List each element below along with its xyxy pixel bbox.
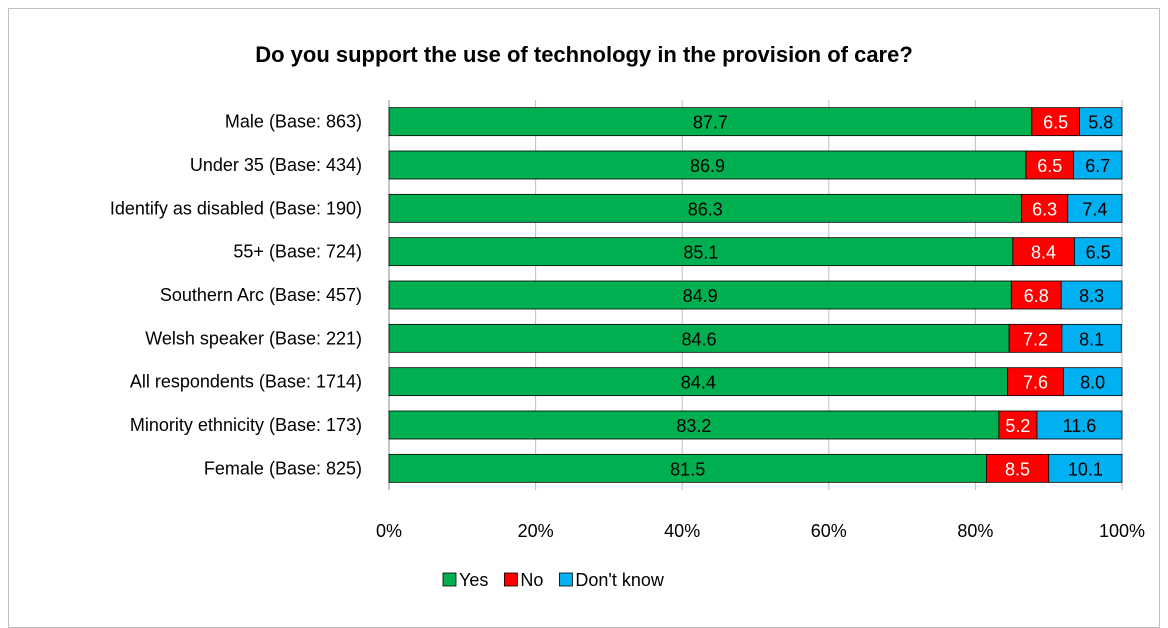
data-label: 8.1: [1079, 329, 1104, 349]
bar-segment-no: [1025, 150, 1075, 180]
data-label: 84.9: [683, 286, 718, 306]
data-label: 87.7: [693, 113, 728, 133]
data-label: 7.4: [1082, 199, 1107, 219]
data-label: 8.0: [1080, 373, 1105, 393]
legend-swatch: [558, 572, 573, 587]
bar-segment-no: [1007, 367, 1064, 397]
bar-segment-don-t-know: [1060, 280, 1123, 310]
legend: Yes No Don't know: [442, 570, 665, 590]
data-label: 10.1: [1068, 459, 1103, 479]
bar-segment-don-t-know: [1067, 193, 1123, 223]
category-label: Southern Arc (Base: 457): [160, 285, 362, 305]
data-label: 11.6: [1063, 416, 1097, 436]
bar-segment-no: [998, 410, 1038, 440]
legend-label: Don't know: [575, 570, 664, 590]
x-tick-label: 80%: [957, 521, 993, 541]
bar-segment-don-t-know: [1048, 453, 1123, 483]
data-label: 6.5: [1037, 156, 1062, 176]
category-label: Identify as disabled (Base: 190): [110, 198, 362, 218]
data-label: 7.2: [1023, 329, 1048, 349]
x-axis-ticks: 0% 20% 40% 60% 80% 100%: [376, 521, 1145, 541]
x-tick-label: 60%: [811, 521, 847, 541]
data-label: 5.2: [1005, 416, 1030, 436]
data-label: 86.9: [690, 156, 725, 176]
bar-segment-yes: [388, 453, 987, 483]
bar-segment-yes: [388, 410, 1000, 440]
data-label: 8.4: [1031, 243, 1056, 263]
data-label: 85.1: [683, 243, 718, 263]
category-label: 55+ (Base: 724): [233, 242, 362, 262]
bar-segment-yes: [388, 280, 1012, 310]
bars: 87.7 6.5 5.8 86.9 6.5 6.7 86.3 6.3 7.4 85.1 8.4 6.5…: [388, 107, 1123, 483]
data-label: 6.8: [1024, 286, 1049, 306]
bar-segment-no: [1012, 237, 1075, 267]
data-label: 6.5: [1043, 113, 1068, 133]
data-label: 86.3: [688, 199, 723, 219]
category-label: Male (Base: 863): [225, 112, 362, 132]
bar-segment-don-t-know: [1062, 367, 1123, 397]
bar-segment-no: [1010, 280, 1062, 310]
bar-segment-yes: [388, 367, 1009, 397]
bar-segment-don-t-know: [1036, 410, 1123, 440]
category-label: Welsh speaker (Base: 221): [145, 328, 362, 348]
bar-segment-yes: [388, 323, 1010, 353]
data-label: 6.5: [1086, 243, 1111, 263]
data-label: 6.7: [1085, 156, 1110, 176]
legend-swatch: [503, 572, 518, 587]
x-tick-label: 0%: [376, 521, 402, 541]
category-label: All respondents (Base: 1714): [130, 372, 362, 392]
x-tick-label: 40%: [664, 521, 700, 541]
bar-segment-no: [1021, 193, 1069, 223]
category-labels: Male (Base: 863) Under 35 (Base: 434) Iden…: [110, 112, 362, 479]
data-label: 84.6: [682, 329, 717, 349]
category-label: Female (Base: 825): [204, 458, 362, 478]
data-label: 8.3: [1079, 286, 1104, 306]
bar-segment-no: [1031, 107, 1080, 137]
bar-segment-don-t-know: [1079, 107, 1123, 137]
x-tick-label: 20%: [518, 521, 554, 541]
x-tick-label: 100%: [1099, 521, 1145, 541]
legend-label: No: [520, 570, 543, 590]
data-label: 81.5: [670, 459, 705, 479]
data-label: 84.4: [681, 373, 716, 393]
legend-swatch: [442, 572, 457, 587]
bar-segment-yes: [388, 193, 1022, 223]
data-label: 7.6: [1023, 373, 1048, 393]
bar-segment-don-t-know: [1061, 323, 1122, 353]
bar-segment-no: [1008, 323, 1063, 353]
data-label: 8.5: [1005, 459, 1030, 479]
data-label: 5.8: [1088, 113, 1113, 133]
data-label: 6.3: [1032, 199, 1057, 219]
category-label: Minority ethnicity (Base: 173): [130, 415, 362, 435]
category-label: Under 35 (Base: 434): [190, 155, 362, 175]
legend-label: Yes: [459, 570, 488, 590]
bar-segment-yes: [388, 150, 1027, 180]
data-label: 83.2: [676, 416, 711, 436]
bar-segment-yes: [388, 107, 1033, 137]
bar-segment-don-t-know: [1073, 150, 1123, 180]
bar-segment-yes: [388, 237, 1014, 267]
bar-segment-don-t-know: [1073, 237, 1123, 267]
chart-title: Do you support the use of technology in …: [255, 42, 913, 67]
